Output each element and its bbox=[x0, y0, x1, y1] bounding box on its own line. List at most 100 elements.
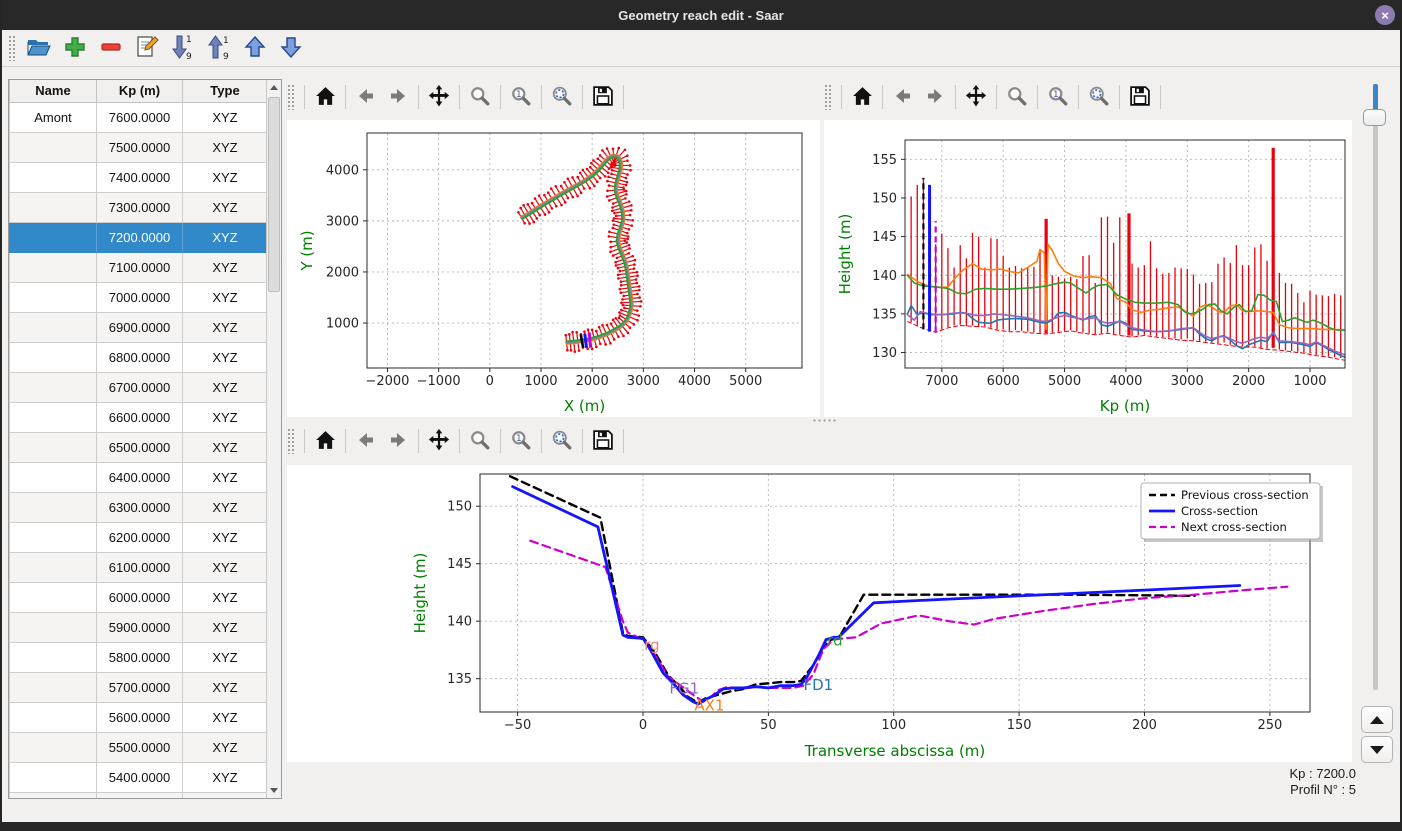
table-row[interactable]: 7400.0000 XYZ bbox=[9, 161, 268, 193]
table-row[interactable]: 7100.0000 XYZ bbox=[9, 251, 268, 283]
table-cell[interactable]: XYZ bbox=[182, 461, 268, 493]
table-cell[interactable]: XYZ bbox=[182, 551, 268, 583]
table-cell[interactable]: 7200.0000 bbox=[96, 221, 183, 253]
table-cell[interactable]: 6700.0000 bbox=[96, 371, 183, 403]
table-cell[interactable]: XYZ bbox=[182, 431, 268, 463]
move-down-button[interactable] bbox=[273, 32, 309, 64]
table-row[interactable]: 6100.0000 XYZ bbox=[9, 551, 268, 583]
close-button[interactable]: × bbox=[1375, 5, 1395, 25]
edit-cross-section-button[interactable] bbox=[129, 32, 165, 64]
table-cell[interactable]: 5700.0000 bbox=[96, 671, 183, 703]
profile-slider-groove[interactable] bbox=[1373, 84, 1378, 690]
table-cell[interactable]: XYZ bbox=[182, 671, 268, 703]
table-cell[interactable]: XYZ bbox=[182, 611, 268, 643]
table-cell[interactable] bbox=[9, 701, 97, 733]
table-cell[interactable]: XYZ bbox=[182, 191, 268, 223]
table-cell[interactable]: 6000.0000 bbox=[96, 581, 183, 613]
table-cell[interactable]: Amont bbox=[9, 101, 97, 133]
toolbar-grip[interactable] bbox=[287, 84, 294, 110]
table-cell[interactable]: XYZ bbox=[182, 581, 268, 613]
save-button[interactable] bbox=[587, 426, 619, 456]
table-row[interactable]: 7500.0000 XYZ bbox=[9, 131, 268, 163]
previous-profile-button[interactable] bbox=[1361, 706, 1393, 733]
table-row[interactable]: 5500.0000 XYZ bbox=[9, 731, 268, 763]
table-cell[interactable]: XYZ bbox=[182, 101, 268, 133]
zoom-fit-button[interactable] bbox=[546, 426, 578, 456]
table-cell[interactable]: 5800.0000 bbox=[96, 641, 183, 673]
table-cell[interactable]: 6100.0000 bbox=[96, 551, 183, 583]
table-cell[interactable]: XYZ bbox=[182, 161, 268, 193]
home-button[interactable] bbox=[846, 82, 878, 112]
table-cell[interactable] bbox=[9, 431, 97, 463]
table-cell[interactable] bbox=[9, 281, 97, 313]
table-cell[interactable] bbox=[9, 131, 97, 163]
zoom-one-button[interactable]: 1 bbox=[1042, 82, 1074, 112]
plan-view-canvas[interactable]: −2000 −1000 0 1000 2000 3000 4000 5000 1000 2000 3… bbox=[287, 120, 820, 417]
table-cell[interactable] bbox=[9, 641, 97, 673]
table-cell[interactable]: 6800.0000 bbox=[96, 341, 183, 373]
toolbar-grip[interactable] bbox=[287, 428, 294, 454]
table-cell[interactable]: XYZ bbox=[182, 131, 268, 163]
forward-button[interactable] bbox=[382, 426, 414, 456]
table-row[interactable]: 5700.0000 XYZ bbox=[9, 671, 268, 703]
move-up-button[interactable] bbox=[237, 32, 273, 64]
table-cell[interactable]: 5600.0000 bbox=[96, 701, 183, 733]
table-cell[interactable]: 7000.0000 bbox=[96, 281, 183, 313]
column-header-name[interactable]: Name bbox=[9, 80, 97, 103]
table-cell[interactable] bbox=[9, 461, 97, 493]
table-row[interactable]: 6300.0000 XYZ bbox=[9, 491, 268, 523]
table-cell[interactable]: 5900.0000 bbox=[96, 611, 183, 643]
table-cell[interactable] bbox=[9, 611, 97, 643]
table-cell[interactable]: XYZ bbox=[182, 701, 268, 733]
table-cell[interactable]: 7300.0000 bbox=[96, 191, 183, 223]
zoom-one-button[interactable]: 1 bbox=[505, 82, 537, 112]
table-row[interactable]: 6500.0000 XYZ bbox=[9, 431, 268, 463]
scroll-up-icon[interactable] bbox=[267, 80, 281, 95]
table-cell[interactable] bbox=[9, 251, 97, 283]
open-file-button[interactable] bbox=[21, 32, 57, 64]
table-cell[interactable]: 6600.0000 bbox=[96, 401, 183, 433]
profile-slider-handle[interactable] bbox=[1363, 109, 1386, 126]
table-cell[interactable]: XYZ bbox=[182, 731, 268, 763]
table-row[interactable]: 7300.0000 XYZ bbox=[9, 191, 268, 223]
pan-button[interactable] bbox=[423, 82, 455, 112]
table-cell[interactable] bbox=[9, 491, 97, 523]
table-cell[interactable] bbox=[9, 161, 97, 193]
zoom-button[interactable] bbox=[464, 426, 496, 456]
table-cell[interactable]: 7400.0000 bbox=[96, 161, 183, 193]
table-row[interactable]: Amont 7600.0000 XYZ bbox=[9, 101, 268, 133]
table-cell[interactable]: XYZ bbox=[182, 521, 268, 553]
table-cell[interactable]: 6200.0000 bbox=[96, 521, 183, 553]
column-header-kp-m-[interactable]: Kp (m) bbox=[96, 80, 183, 103]
table-cell[interactable]: XYZ bbox=[182, 251, 268, 283]
pan-button[interactable] bbox=[423, 426, 455, 456]
table-cell[interactable] bbox=[9, 311, 97, 343]
toolbar-grip[interactable] bbox=[824, 84, 831, 110]
table-cell[interactable]: XYZ bbox=[182, 281, 268, 313]
save-button[interactable] bbox=[587, 82, 619, 112]
save-button[interactable] bbox=[1124, 82, 1156, 112]
table-cell[interactable]: XYZ bbox=[182, 221, 268, 253]
long-profile-canvas[interactable]: 7000 6000 5000 4000 3000 2000 1000 130 135 140 145… bbox=[824, 120, 1352, 417]
table-cell[interactable]: XYZ bbox=[182, 641, 268, 673]
table-cell[interactable]: 6300.0000 bbox=[96, 491, 183, 523]
pan-button[interactable] bbox=[960, 82, 992, 112]
table-cell[interactable]: 5400.0000 bbox=[96, 761, 183, 793]
zoom-button[interactable] bbox=[1001, 82, 1033, 112]
forward-button[interactable] bbox=[919, 82, 951, 112]
add-cross-section-button[interactable] bbox=[57, 32, 93, 64]
table-cell[interactable]: 7600.0000 bbox=[96, 101, 183, 133]
table-cell[interactable] bbox=[9, 761, 97, 793]
scroll-down-icon[interactable] bbox=[267, 783, 281, 798]
home-button[interactable] bbox=[309, 426, 341, 456]
scrollbar-thumb[interactable] bbox=[268, 97, 280, 292]
zoom-fit-button[interactable] bbox=[1083, 82, 1115, 112]
table-cell[interactable]: XYZ bbox=[182, 341, 268, 373]
table-cell[interactable]: XYZ bbox=[182, 401, 268, 433]
table-cell[interactable] bbox=[9, 341, 97, 373]
table-cell[interactable]: 6900.0000 bbox=[96, 311, 183, 343]
splitter-handle[interactable] bbox=[812, 418, 838, 423]
zoom-one-button[interactable]: 1 bbox=[505, 426, 537, 456]
table-row[interactable]: 5800.0000 XYZ bbox=[9, 641, 268, 673]
